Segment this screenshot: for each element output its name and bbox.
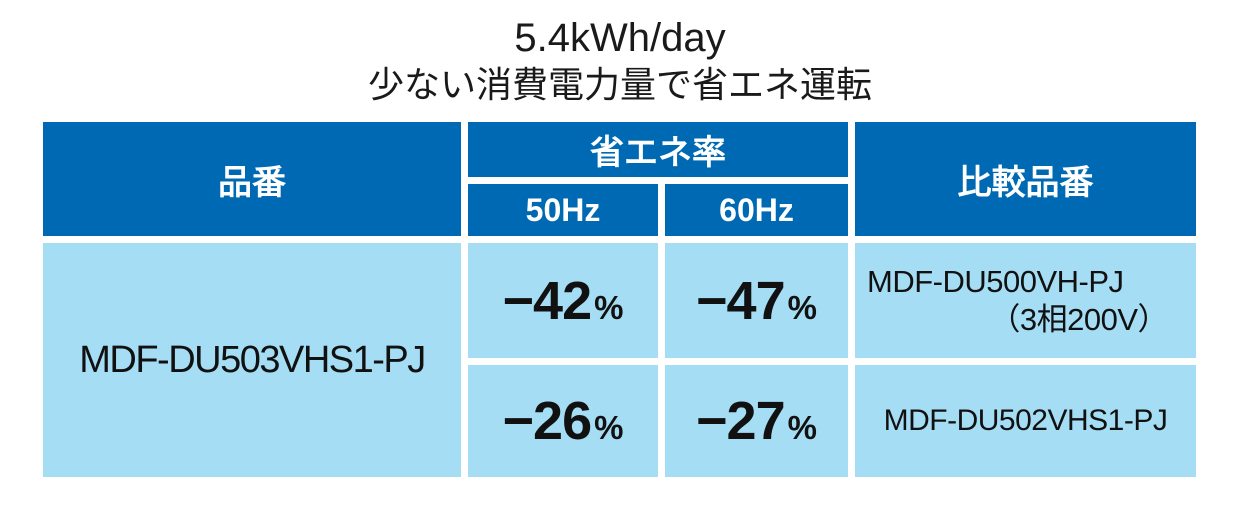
header-product-number: 品番 (43, 122, 461, 236)
rate-60hz-row1-cell: −47% (665, 243, 848, 358)
rate-value: −26 (502, 391, 593, 451)
rate-value: −42 (502, 270, 593, 331)
percent-unit: % (594, 288, 624, 326)
rate-value-wrap: −42% (503, 270, 624, 332)
comparison-model-note: （3相200V） (989, 301, 1168, 337)
percent-unit: % (787, 409, 817, 446)
header-comparison-product: 比較品番 (855, 122, 1196, 236)
percent-unit: % (594, 409, 624, 446)
header-60hz: 60Hz (665, 184, 848, 236)
header-energy-saving-rate: 省エネ率 (468, 122, 848, 177)
page-title: 5.4kWh/day (514, 16, 726, 60)
spec-table: 品番 省エネ率 50Hz 60Hz 比較品番 MDF-DU503VHS1-PJ … (43, 122, 1196, 477)
rate-50hz-row1-cell: −42% (468, 243, 658, 358)
comparison-row2-cell: MDF-DU502VHS1-PJ (855, 365, 1196, 477)
page-subtitle: 少ない消費電力量で省エネ運転 (367, 64, 872, 105)
title-block: 5.4kWh/day 少ない消費電力量で省エネ運転 (0, 14, 1240, 108)
comparison-model: MDF-DU500VH-PJ (867, 263, 1124, 299)
rate-60hz-row2-cell: −27% (665, 365, 848, 477)
rate-value: −47 (696, 270, 786, 331)
product-number-cell: MDF-DU503VHS1-PJ (43, 243, 461, 477)
comparison-row1-cell: MDF-DU500VH-PJ （3相200V） (855, 243, 1196, 358)
rate-value-wrap: −26% (503, 390, 624, 452)
rate-value-wrap: −27% (696, 390, 817, 452)
header-50hz: 50Hz (468, 184, 658, 236)
rate-50hz-row2-cell: −26% (468, 365, 658, 477)
percent-unit: % (787, 288, 817, 326)
rate-value-wrap: −47% (696, 270, 817, 332)
rate-value: −27 (696, 391, 786, 451)
